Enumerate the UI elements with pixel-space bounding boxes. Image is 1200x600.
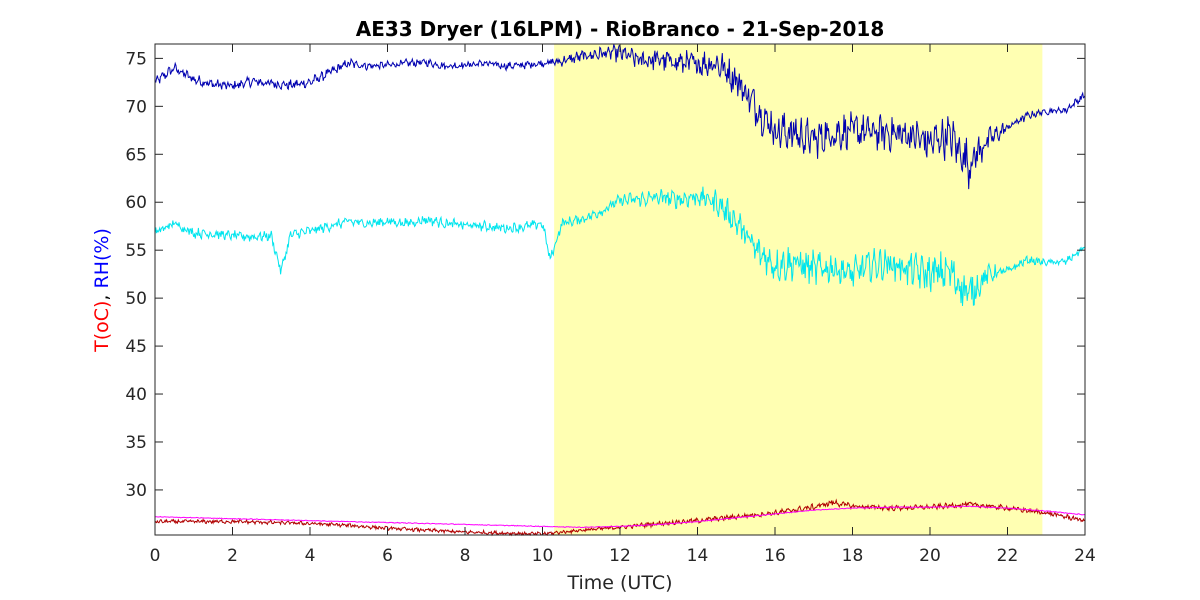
x-tick-label: 2 bbox=[227, 546, 238, 566]
series-line-1 bbox=[154, 186, 1086, 307]
y-tick-label: 40 bbox=[125, 385, 147, 405]
highlight-region bbox=[554, 44, 1043, 535]
x-tick-label: 0 bbox=[150, 546, 161, 566]
chart-title: AE33 Dryer (16LPM) - RioBranco - 21-Sep-… bbox=[356, 17, 885, 41]
y-axis-label-temperature: T(oC) bbox=[91, 301, 113, 353]
y-tick-label: 45 bbox=[125, 337, 147, 357]
x-tick-label: 8 bbox=[460, 546, 471, 566]
series-line-3 bbox=[154, 505, 1086, 529]
x-tick-label: 24 bbox=[1074, 546, 1096, 566]
y-tick-label: 70 bbox=[125, 97, 147, 117]
y-tick-label: 65 bbox=[125, 145, 147, 165]
x-tick-label: 10 bbox=[532, 546, 554, 566]
y-tick-label: 50 bbox=[125, 289, 147, 309]
y-axis: 30 35 40 45 50 55 60 65 70 75 bbox=[125, 49, 1085, 501]
x-tick-label: 14 bbox=[687, 546, 709, 566]
y-tick-label: 30 bbox=[125, 481, 147, 501]
y-axis-label-separator: , bbox=[91, 288, 113, 300]
x-tick-label: 22 bbox=[997, 546, 1019, 566]
y-tick-label: 55 bbox=[125, 241, 147, 261]
y-tick-label: 35 bbox=[125, 433, 147, 453]
x-tick-label: 6 bbox=[382, 546, 393, 566]
x-axis-label: Time (UTC) bbox=[566, 572, 672, 594]
x-tick-label: 4 bbox=[305, 546, 316, 566]
x-axis: 0 2 4 6 8 10 12 14 16 18 20 22 24 bbox=[150, 44, 1096, 566]
x-tick-label: 16 bbox=[764, 546, 786, 566]
y-axis-label: T(oC), RH(%) bbox=[91, 228, 113, 353]
x-tick-label: 12 bbox=[609, 546, 631, 566]
x-tick-label: 20 bbox=[919, 546, 941, 566]
x-tick-label: 18 bbox=[842, 546, 864, 566]
y-tick-label: 75 bbox=[125, 49, 147, 69]
y-axis-label-humidity: RH(%) bbox=[91, 228, 113, 288]
y-tick-label: 60 bbox=[125, 193, 147, 213]
